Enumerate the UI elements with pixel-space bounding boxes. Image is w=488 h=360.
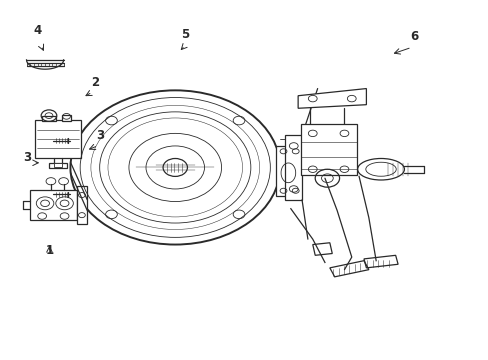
Polygon shape [276, 146, 300, 196]
Bar [54, 163, 61, 167]
Circle shape [70, 90, 280, 244]
Bar [42, 116, 56, 121]
Text: 3: 3 [97, 129, 104, 142]
Polygon shape [30, 190, 76, 220]
Bar [49, 163, 66, 168]
Polygon shape [285, 135, 302, 200]
Text: 3: 3 [23, 151, 32, 164]
Text: 5: 5 [181, 28, 189, 41]
Text: 2: 2 [91, 76, 99, 89]
Text: 6: 6 [409, 30, 417, 43]
Polygon shape [35, 120, 81, 158]
Polygon shape [76, 186, 87, 224]
Polygon shape [298, 89, 366, 108]
Bar [61, 115, 71, 121]
Text: 1: 1 [45, 244, 53, 257]
Polygon shape [300, 125, 356, 175]
Text: 4: 4 [33, 23, 41, 37]
